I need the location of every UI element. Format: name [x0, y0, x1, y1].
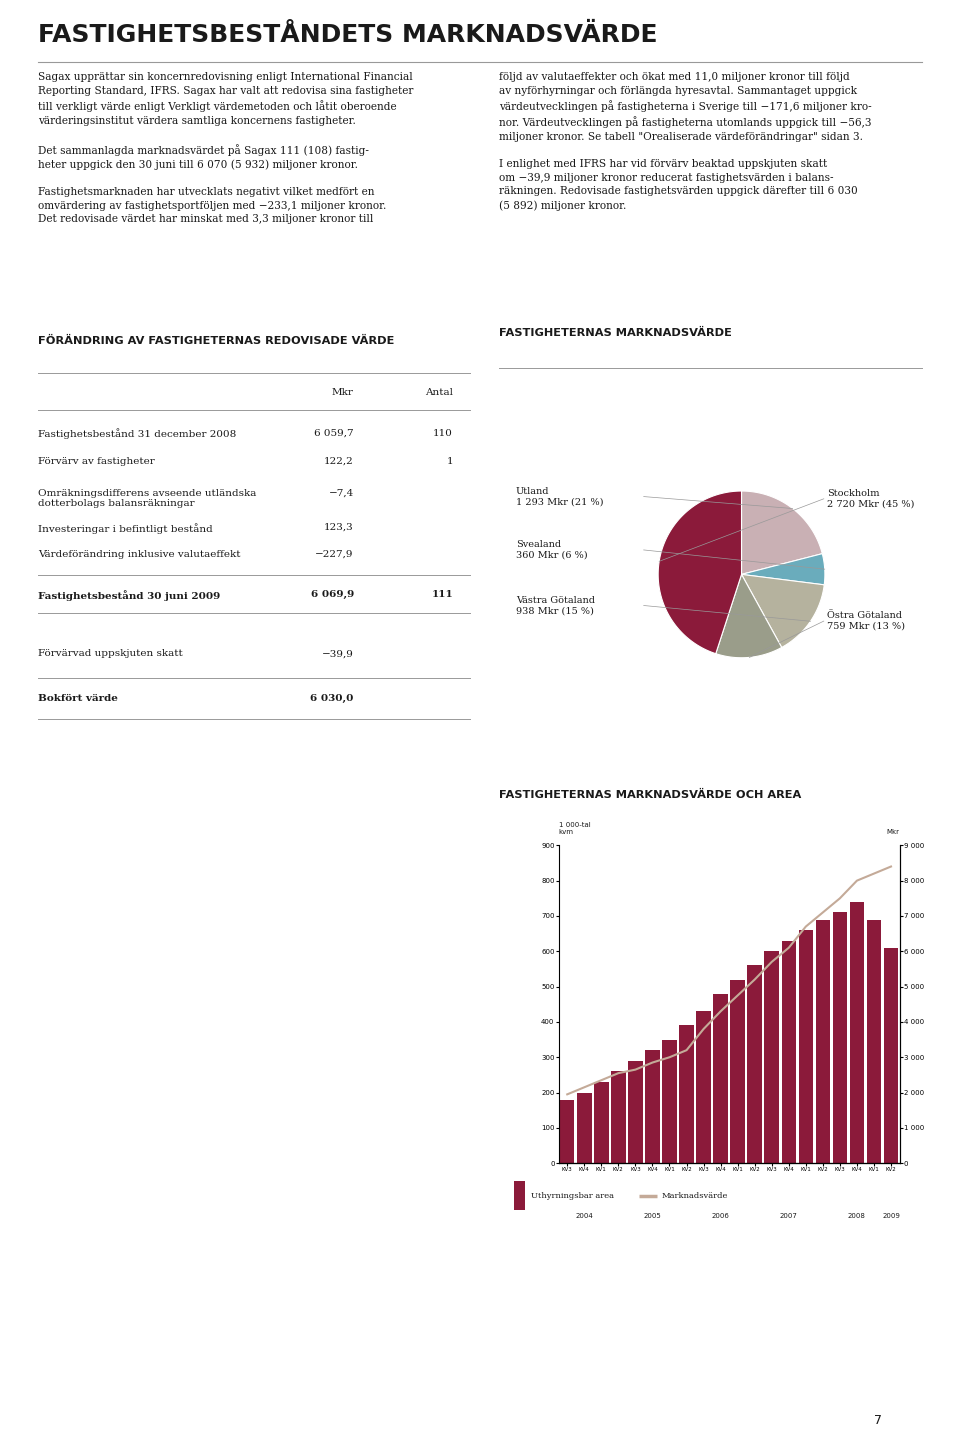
Text: Värdeförändring inklusive valutaeffekt: Värdeförändring inklusive valutaeffekt — [38, 549, 241, 559]
Text: 6 030,0: 6 030,0 — [310, 694, 353, 702]
Bar — [594, 1082, 609, 1163]
Bar — [577, 1092, 591, 1163]
Bar — [799, 931, 813, 1163]
Bar — [832, 912, 847, 1163]
Text: 2008: 2008 — [848, 1212, 866, 1218]
Polygon shape — [659, 491, 741, 653]
Text: Förvärvad uppskjuten skatt: Förvärvad uppskjuten skatt — [38, 649, 183, 659]
Text: Sagax upprättar sin koncernredovisning enligt International Financial
Reporting : Sagax upprättar sin koncernredovisning e… — [38, 72, 414, 224]
Text: Marknadsvärde: Marknadsvärde — [662, 1192, 729, 1199]
Text: Omräkningsdifferens avseende utländska
dotterbolags balansräkningar: Omräkningsdifferens avseende utländska d… — [38, 488, 256, 509]
Bar — [560, 1100, 574, 1163]
Bar — [764, 951, 779, 1163]
Text: Bokfört värde: Bokfört värde — [38, 694, 118, 702]
Bar — [680, 1026, 694, 1163]
Text: 1: 1 — [446, 457, 453, 465]
Text: 6 069,9: 6 069,9 — [310, 590, 353, 600]
Text: 122,2: 122,2 — [324, 457, 353, 465]
Text: Västra Götaland
938 Mkr (15 %): Västra Götaland 938 Mkr (15 %) — [516, 595, 595, 616]
Text: −39,9: −39,9 — [322, 649, 353, 659]
Bar — [884, 948, 899, 1163]
Text: Utland
1 293 Mkr (21 %): Utland 1 293 Mkr (21 %) — [516, 487, 604, 506]
Text: 1 000-tal
kvm: 1 000-tal kvm — [559, 822, 590, 835]
Text: Mkr: Mkr — [332, 389, 353, 397]
Bar — [645, 1051, 660, 1163]
Text: 2009: 2009 — [882, 1212, 900, 1218]
Bar — [612, 1071, 626, 1163]
Text: 6 059,7: 6 059,7 — [314, 429, 353, 438]
Text: −227,9: −227,9 — [315, 549, 353, 559]
Polygon shape — [741, 575, 825, 647]
Text: FASTIGHETERNAS MARKNADSVÄRDE: FASTIGHETERNAS MARKNADSVÄRDE — [499, 328, 732, 338]
Text: FASTIGHETSBESTÅNDETS MARKNADSVÄRDE: FASTIGHETSBESTÅNDETS MARKNADSVÄRDE — [38, 23, 658, 46]
Text: Uthyrningsbar area: Uthyrningsbar area — [531, 1192, 613, 1199]
Bar — [731, 980, 745, 1163]
Text: Förvärv av fastigheter: Förvärv av fastigheter — [38, 457, 156, 465]
Bar — [628, 1061, 642, 1163]
Text: 2007: 2007 — [780, 1212, 798, 1218]
Bar — [748, 965, 762, 1163]
Text: Antal: Antal — [425, 389, 453, 397]
Text: Investeringar i befintligt bestånd: Investeringar i befintligt bestånd — [38, 523, 213, 533]
Bar — [662, 1039, 677, 1163]
Text: Svealand
360 Mkr (6 %): Svealand 360 Mkr (6 %) — [516, 540, 588, 559]
Text: Fastighetsbestånd 30 juni 2009: Fastighetsbestånd 30 juni 2009 — [38, 590, 221, 601]
Text: FÖRÄNDRING AV FASTIGHETERNAS REDOVISADE VÄRDE: FÖRÄNDRING AV FASTIGHETERNAS REDOVISADE … — [38, 335, 395, 345]
Polygon shape — [741, 491, 823, 575]
Text: 2004: 2004 — [575, 1212, 593, 1218]
Text: 123,3: 123,3 — [324, 523, 353, 532]
Bar — [867, 919, 881, 1163]
Text: Stockholm
2 720 Mkr (45 %): Stockholm 2 720 Mkr (45 %) — [828, 488, 915, 509]
Bar — [514, 1182, 525, 1211]
Text: 7: 7 — [875, 1415, 882, 1426]
Bar — [696, 1011, 710, 1163]
Text: Mkr: Mkr — [886, 829, 900, 835]
Text: 111: 111 — [431, 590, 453, 600]
Polygon shape — [716, 575, 781, 657]
Polygon shape — [741, 553, 825, 585]
Text: Fastighetsbestånd 31 december 2008: Fastighetsbestånd 31 december 2008 — [38, 429, 237, 439]
Text: 110: 110 — [433, 429, 453, 438]
Text: följd av valutaeffekter och ökat med 11,0 miljoner kronor till följd
av nyförhyr: följd av valutaeffekter och ökat med 11,… — [499, 72, 872, 211]
Text: Östra Götaland
759 Mkr (13 %): Östra Götaland 759 Mkr (13 %) — [828, 611, 905, 631]
Bar — [713, 994, 728, 1163]
Bar — [850, 902, 864, 1163]
Bar — [781, 941, 796, 1163]
Text: FASTIGHETERNAS MARKNADSVÄRDE OCH AREA: FASTIGHETERNAS MARKNADSVÄRDE OCH AREA — [499, 790, 802, 801]
Text: −7,4: −7,4 — [328, 488, 353, 499]
Bar — [816, 919, 830, 1163]
Text: 2006: 2006 — [711, 1212, 730, 1218]
Text: 2005: 2005 — [643, 1212, 661, 1218]
